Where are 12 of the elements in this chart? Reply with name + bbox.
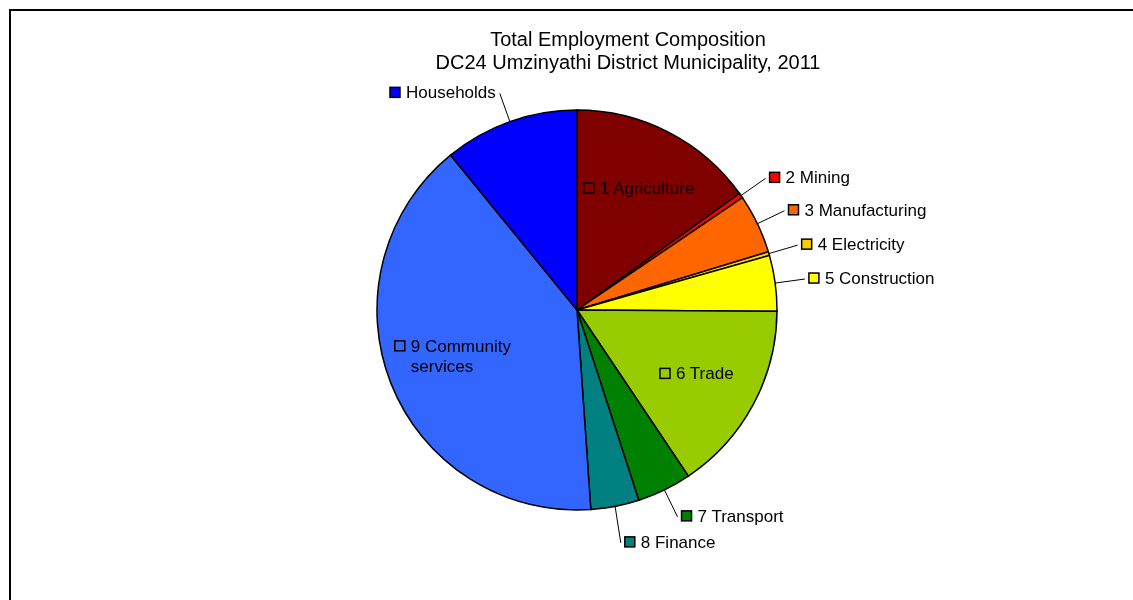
legend-label: 5 Construction [824, 269, 935, 289]
legend-label: 2 Mining [785, 168, 850, 188]
legend-label: 6 Trade [675, 364, 734, 384]
legend-label: 7 Transport [697, 506, 784, 526]
legend-label: 1 Agriculture [599, 179, 695, 199]
chart-subtitle: DC24 Umzinyathi District Municipality, 2011 [435, 51, 821, 73]
legend-label: Households [405, 83, 496, 103]
legend-label: 3 Manufacturing [804, 200, 927, 220]
legend-label: 9 Community services [410, 336, 512, 376]
legend-label: 8 Finance [640, 532, 716, 552]
legend-label: 4 Electricity [817, 235, 906, 255]
chart-title: Total Employment Composition [490, 28, 766, 50]
